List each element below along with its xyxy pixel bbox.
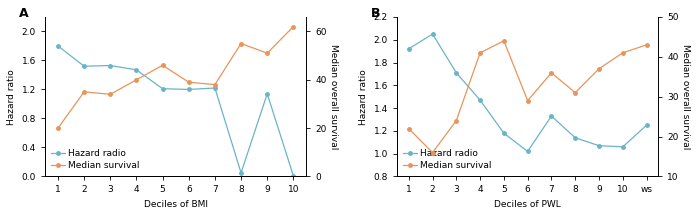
Median survival	[618, 52, 627, 54]
Median survival	[595, 67, 603, 70]
Hazard radio	[289, 175, 298, 177]
Median survival	[54, 127, 62, 129]
Hazard radio	[523, 150, 532, 153]
Median survival	[547, 71, 556, 74]
Median survival	[429, 151, 437, 154]
Y-axis label: Median overall survival: Median overall survival	[329, 44, 338, 149]
Median survival	[289, 25, 298, 28]
Hazard radio	[429, 33, 437, 35]
Hazard radio	[452, 71, 461, 74]
Line: Median survival: Median survival	[407, 39, 648, 154]
Median survival	[263, 52, 271, 54]
Median survival	[523, 99, 532, 102]
X-axis label: Deciles of PWL: Deciles of PWL	[494, 200, 561, 209]
Hazard radio	[132, 68, 141, 71]
Median survival	[643, 44, 651, 46]
Median survival	[80, 91, 89, 93]
X-axis label: Deciles of BMI: Deciles of BMI	[144, 200, 208, 209]
Median survival	[404, 127, 413, 130]
Hazard radio	[595, 145, 603, 147]
Hazard radio	[618, 146, 627, 148]
Hazard radio	[106, 64, 114, 67]
Hazard radio	[263, 92, 271, 95]
Line: Median survival: Median survival	[56, 25, 295, 130]
Median survival	[237, 42, 245, 45]
Median survival	[500, 40, 508, 42]
Hazard radio	[547, 115, 556, 117]
Median survival	[210, 83, 219, 86]
Median survival	[106, 93, 114, 95]
Hazard radio	[404, 48, 413, 50]
Median survival	[476, 52, 484, 54]
Y-axis label: Median overall survival: Median overall survival	[681, 44, 690, 149]
Legend: Hazard radio, Median survival: Hazard radio, Median survival	[401, 148, 493, 172]
Median survival	[132, 78, 141, 81]
Hazard radio	[571, 137, 579, 139]
Median survival	[158, 64, 167, 67]
Text: A: A	[19, 7, 29, 20]
Y-axis label: Hazard ratio: Hazard ratio	[7, 69, 16, 125]
Median survival	[452, 119, 461, 122]
Hazard radio	[476, 99, 484, 102]
Hazard radio	[500, 132, 508, 135]
Line: Hazard radio: Hazard radio	[56, 44, 295, 178]
Hazard radio	[158, 87, 167, 90]
Hazard radio	[80, 65, 89, 68]
Median survival	[185, 81, 193, 84]
Line: Hazard radio: Hazard radio	[407, 32, 648, 153]
Hazard radio	[185, 88, 193, 91]
Hazard radio	[643, 124, 651, 127]
Legend: Hazard radio, Median survival: Hazard radio, Median survival	[49, 148, 141, 172]
Text: B: B	[371, 7, 381, 20]
Hazard radio	[237, 172, 245, 174]
Median survival	[571, 91, 579, 94]
Y-axis label: Hazard ratio: Hazard ratio	[359, 69, 368, 125]
Hazard radio	[210, 87, 219, 89]
Hazard radio	[54, 45, 62, 47]
